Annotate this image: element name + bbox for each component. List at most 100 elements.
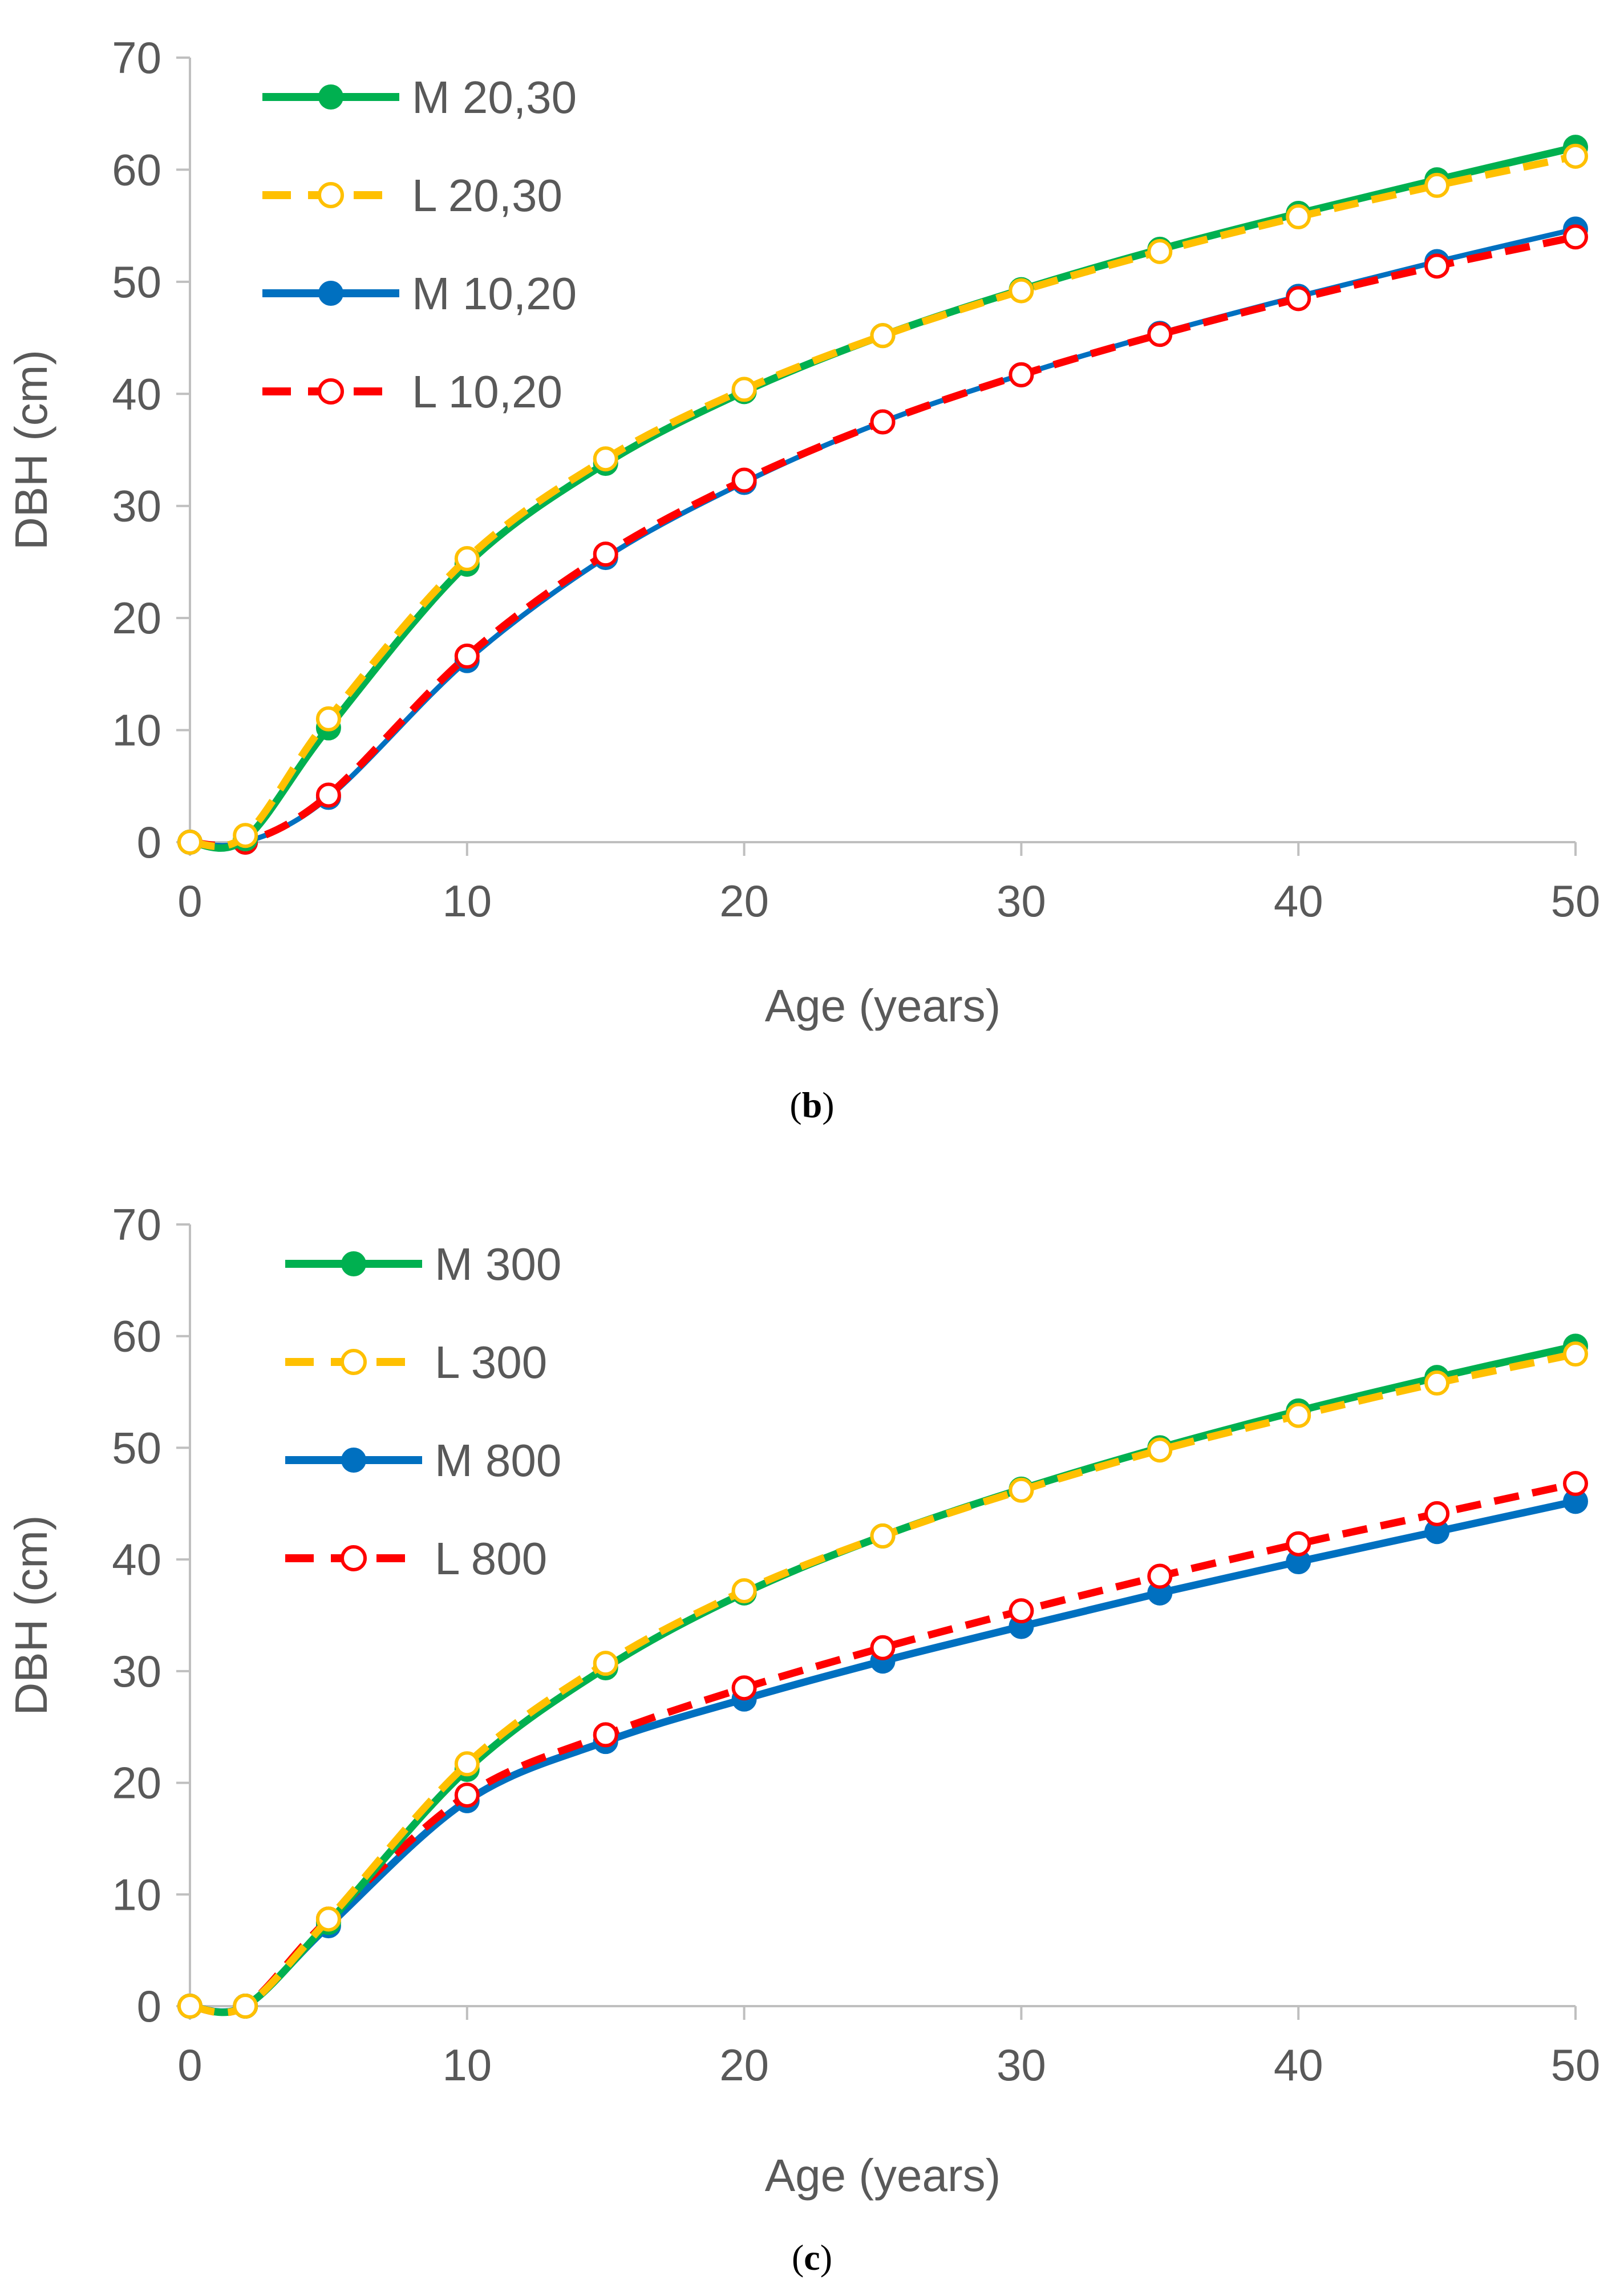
y-tick-label: 20 [112,1758,161,1808]
legend-label: M 300 [435,1239,561,1289]
legend-label: M 20,30 [412,72,577,123]
x-axis-title: Age (years) [765,2150,1001,2201]
x-tick-label: 30 [997,2040,1046,2090]
y-tick-label: 50 [112,257,161,307]
series-m-300 [177,1333,1588,2019]
legend-swatch-marker [318,378,344,405]
x-tick-label: 20 [719,2040,769,2090]
series-line [189,1498,1577,2016]
y-tick-label: 0 [137,817,161,867]
data-point [870,409,896,435]
y-tick-label: 60 [112,144,161,195]
series-line [189,227,1577,848]
x-tick-label: 50 [1551,876,1601,926]
panel-letter-b: b [801,1085,823,1125]
legend-item: L 10,20 [262,366,562,417]
data-point [1424,253,1450,279]
legend-label: M 10,20 [412,268,577,319]
legend-label: L 800 [435,1533,547,1584]
x-tick-label: 10 [442,2040,492,2090]
data-point [870,1523,896,1549]
x-tick-label: 0 [177,2040,202,2090]
data-point [315,782,341,808]
y-tick-label: 40 [112,369,161,419]
data-point [177,1994,203,2019]
series-m-10-20 [177,216,1588,855]
legend-swatch-marker [341,1448,366,1473]
series-line [189,152,1577,850]
data-point [870,1635,896,1660]
series-l-300 [177,1341,1588,2019]
data-point [593,541,618,567]
data-point [593,1651,618,1676]
data-point [1563,1471,1588,1497]
y-tick-label: 0 [137,1981,161,2031]
legend-swatch-marker [341,1545,367,1571]
data-point [177,830,203,855]
data-point [1563,1341,1588,1367]
x-tick-label: 40 [1274,876,1323,926]
legend-item: L 800 [285,1533,547,1584]
series-m-800 [177,1489,1588,2019]
data-point [454,546,480,572]
data-point [1286,1531,1311,1557]
legend-swatch-marker [341,1349,367,1375]
y-tick-label: 20 [112,593,161,643]
data-point [1286,286,1311,312]
legend-swatch-marker [318,84,343,110]
legend-item: M 20,30 [262,72,577,123]
data-point [593,446,618,472]
x-tick-label: 10 [442,876,492,926]
data-point [1563,143,1588,169]
x-axis-title: Age (years) [765,980,1001,1031]
series-l-800 [177,1471,1588,2019]
y-tick-label: 60 [112,1311,161,1361]
data-point [731,1675,757,1701]
y-tick-label: 40 [112,1534,161,1584]
y-tick-label: 10 [112,705,161,755]
data-point [454,643,480,669]
data-point [1286,1402,1311,1428]
data-point [731,377,757,402]
y-tick-label: 70 [112,33,161,83]
data-point [233,823,258,848]
data-point [1009,1477,1034,1503]
legend-item: M 300 [285,1239,561,1289]
x-tick-label: 20 [719,876,769,926]
legend-swatch-marker [341,1251,366,1276]
data-point [731,1578,757,1603]
data-point [870,323,896,349]
series-line [189,143,1577,852]
data-point [454,1782,480,1808]
series-l-10-20 [177,224,1588,855]
legend-label: M 800 [435,1435,561,1486]
data-point [1147,239,1173,264]
data-point [1424,1501,1450,1526]
series-line [189,1480,1577,2016]
x-tick-label: 30 [997,876,1046,926]
data-point [315,706,341,731]
data-point [454,1751,480,1777]
legend-swatch-marker [318,182,344,208]
data-point [1009,278,1034,304]
series-l-20-30 [177,143,1588,855]
data-point [1147,322,1173,347]
legend-swatch-marker [318,281,343,306]
data-point [1286,204,1311,229]
data-point [1147,1437,1173,1463]
chart-b: 0 10 20 30 40 50 60 70 0 10 20 30 40 50 Age (years) DBH… [6,33,1601,1031]
y-tick-label: 50 [112,1422,161,1473]
data-point [1009,362,1034,387]
legend-label: L 300 [435,1337,547,1388]
data-point [1147,1563,1173,1589]
legend-item: L 20,30 [262,170,562,221]
x-tick-label: 40 [1274,2040,1323,2090]
y-tick-label: 70 [112,1199,161,1250]
series-m-20-30 [177,135,1588,855]
legend-item: M 10,20 [262,268,577,319]
data-point [1424,1370,1450,1396]
legend-item: M 800 [285,1435,561,1486]
x-tick-label: 50 [1551,2040,1601,2090]
legend-label: L 10,20 [412,366,562,417]
